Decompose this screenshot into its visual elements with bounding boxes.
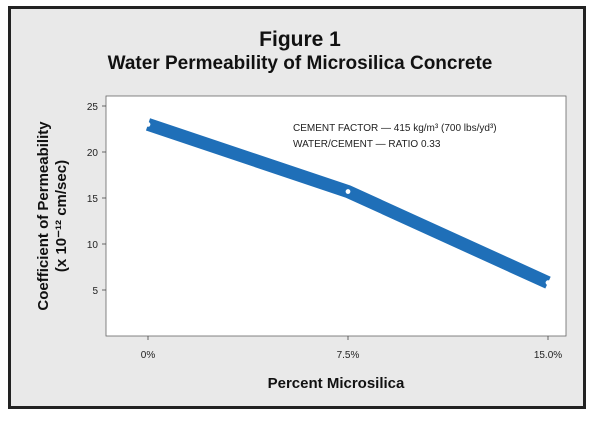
y-tick-label: 25 (87, 102, 99, 113)
annotation-cement-factor: CEMENT FACTOR — 415 kg/m³ (700 lbs/yd³) (293, 123, 497, 134)
y-axis-ticks: 5 10 15 20 25 (87, 102, 106, 297)
y-tick-label: 20 (87, 148, 99, 159)
x-axis-label: Percent Microsilica (268, 375, 405, 392)
annotation-water-cement: WATER/CEMENT — RATIO 0.33 (293, 139, 441, 150)
x-tick-label: 0% (141, 350, 156, 361)
figure-title: Figure 1 (259, 28, 341, 51)
y-axis-label-line1: Coefficient of Permeability (35, 121, 52, 311)
x-axis-ticks: 0% 7.5% 15.0% (141, 336, 562, 361)
y-tick-label: 10 (87, 240, 99, 251)
x-tick-label: 15.0% (534, 350, 562, 361)
y-tick-label: 5 (92, 286, 98, 297)
x-tick-label: 7.5% (337, 350, 360, 361)
y-axis-label: Coefficient of Permeability (x 10⁻¹² cm/… (35, 121, 70, 311)
figure-subtitle: Water Permeability of Microsilica Concre… (107, 53, 493, 74)
y-tick-label: 15 (87, 194, 99, 205)
data-point (145, 122, 151, 127)
data-point (545, 280, 551, 286)
series-band (145, 118, 551, 289)
y-axis-label-line2: (x 10⁻¹² cm/sec) (53, 160, 70, 272)
data-point (345, 189, 351, 194)
